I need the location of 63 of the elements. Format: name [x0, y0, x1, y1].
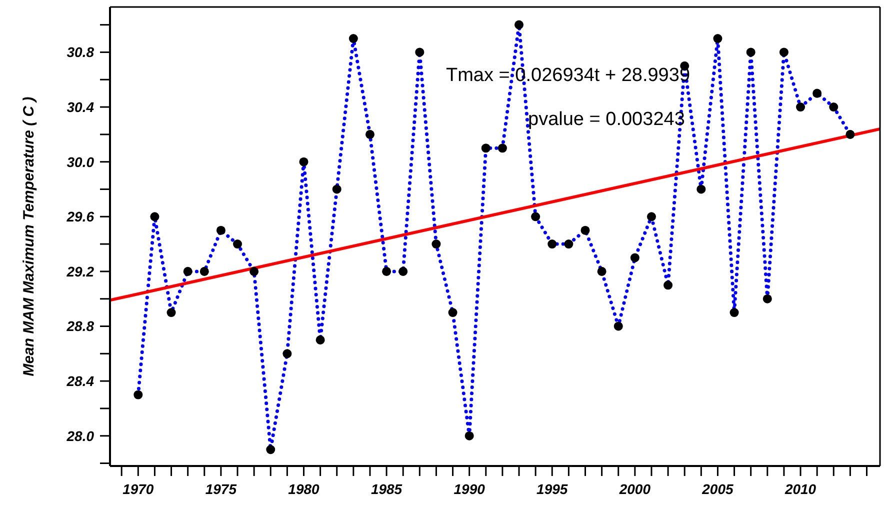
point	[282, 349, 292, 358]
y-axis-title: Mean MAM Maximum Temperature ( C )	[20, 96, 38, 376]
point	[779, 48, 788, 57]
point	[200, 266, 209, 276]
point	[664, 280, 673, 290]
point	[464, 431, 474, 440]
x-tick-label: 1995	[536, 480, 568, 497]
point	[232, 240, 242, 249]
x-tick-label: 1990	[454, 480, 486, 497]
point	[614, 322, 623, 331]
point	[829, 102, 838, 112]
point	[762, 294, 772, 304]
y-tick-label: 29.2	[66, 263, 94, 280]
point	[514, 20, 524, 30]
point	[746, 48, 756, 57]
annotation: Tmax = 0.026934t + 28.9939	[446, 65, 690, 86]
y-tick-label: 30.4	[66, 98, 94, 115]
y-tick-label: 29.6	[66, 208, 94, 225]
point	[266, 445, 276, 454]
x-tick-label: 1980	[288, 480, 320, 497]
x-tick-label: 1985	[370, 480, 402, 497]
point	[696, 184, 706, 194]
x-tick-label: 2005	[701, 480, 734, 497]
point	[183, 266, 192, 276]
x-tick-label: 2000	[618, 480, 651, 497]
point	[713, 34, 722, 44]
point	[365, 130, 374, 139]
x-tick-label: 2010	[784, 480, 816, 497]
y-tick-label: 30.8	[66, 44, 94, 60]
point	[564, 240, 574, 249]
point	[134, 390, 143, 400]
point	[481, 144, 490, 153]
point	[432, 240, 441, 249]
point	[166, 308, 176, 318]
point	[316, 335, 325, 344]
point	[299, 157, 308, 166]
x-tick-label: 1970	[122, 480, 154, 497]
point	[846, 130, 855, 139]
point	[796, 102, 806, 112]
y-tick-label: 28.0	[66, 428, 94, 444]
point	[348, 34, 358, 44]
point	[630, 253, 640, 262]
point	[332, 184, 342, 194]
y-tick-label: 28.4	[66, 373, 94, 390]
point	[398, 266, 408, 276]
point	[812, 88, 822, 98]
y-tick-label: 30.0	[66, 154, 94, 170]
point	[580, 226, 590, 235]
point	[646, 212, 656, 222]
point	[250, 266, 259, 276]
annotation: pvalue = 0.003243	[528, 109, 685, 130]
point	[548, 240, 557, 249]
y-tick-label: 28.8	[66, 318, 94, 334]
point	[448, 308, 458, 318]
point	[531, 212, 540, 222]
x-tick-label: 1975	[205, 480, 237, 497]
point	[216, 226, 226, 235]
point	[498, 144, 507, 153]
point	[415, 48, 424, 57]
point	[382, 266, 392, 276]
point	[730, 308, 739, 318]
point	[597, 266, 606, 276]
point	[150, 212, 160, 222]
